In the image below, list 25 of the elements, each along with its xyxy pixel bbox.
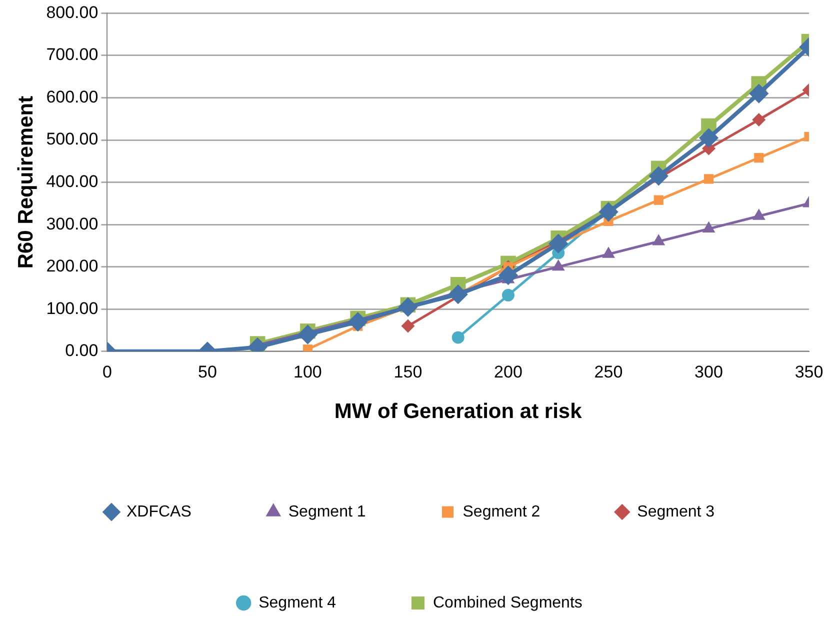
legend-label: Segment 4 [258, 594, 336, 612]
x-axis-title: MW of Generation at risk [334, 400, 582, 424]
x-tick-label: 250 [594, 362, 623, 382]
y-tick-label: 600.00 [46, 87, 98, 106]
y-tick-label: 500.00 [46, 130, 98, 149]
x-tick-label: 150 [394, 362, 422, 382]
legend-label: Combined Segments [432, 594, 582, 612]
y-tick-label: 200.00 [46, 256, 98, 276]
legend-label: Segment 3 [637, 503, 715, 520]
legend-label: Segment 1 [288, 503, 366, 520]
y-tick-label: 400.00 [46, 172, 98, 191]
y-axis-title: R60 Requirement [14, 96, 38, 269]
y-tick-label: 300.00 [46, 214, 98, 234]
y-tick-label: 100.00 [46, 298, 98, 318]
y-tick-label: 0.00 [65, 341, 98, 360]
legend-label: Segment 2 [462, 503, 540, 520]
legend-label: XDFCAS [126, 503, 192, 520]
x-tick-label: 300 [694, 362, 723, 382]
x-tick-label: 100 [294, 362, 322, 382]
x-tick-label: 200 [494, 362, 522, 382]
y-tick-label: 700.00 [46, 45, 98, 64]
x-tick-label: 50 [198, 362, 217, 382]
x-tick-label: 350 [794, 362, 824, 382]
x-tick-label: 0 [102, 362, 112, 382]
y-tick-label: 800.00 [46, 2, 98, 22]
